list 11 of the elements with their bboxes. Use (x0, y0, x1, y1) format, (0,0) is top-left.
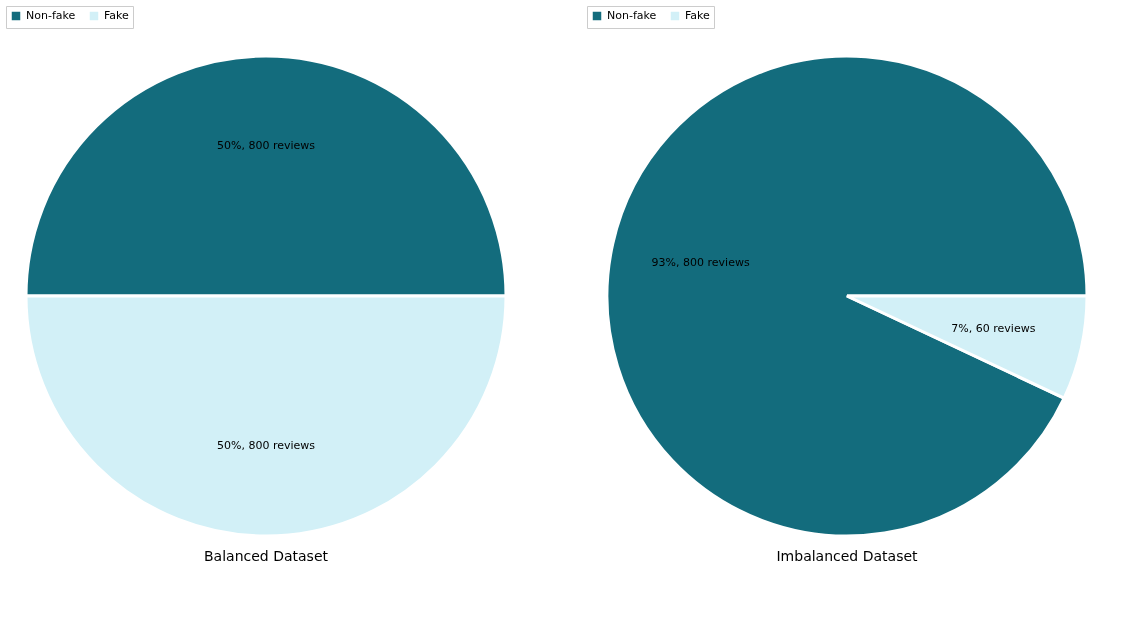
legend-label: Non-fake (607, 9, 657, 22)
data-label: 50%, 800 reviews (216, 139, 316, 152)
legend-label: Fake (104, 9, 130, 22)
pie-slice (605, 54, 1089, 538)
text: Balanced Dataset (204, 548, 329, 564)
legend-label: Fake (685, 9, 711, 22)
data-label: 50%, 800 reviews (216, 439, 316, 452)
text: Imbalanced Dataset (776, 548, 919, 564)
data-label: 93%, 800 reviews (651, 256, 750, 270)
legend-label: Non-fake (26, 9, 76, 22)
data-label: 7%, 60 reviews (951, 321, 1036, 335)
